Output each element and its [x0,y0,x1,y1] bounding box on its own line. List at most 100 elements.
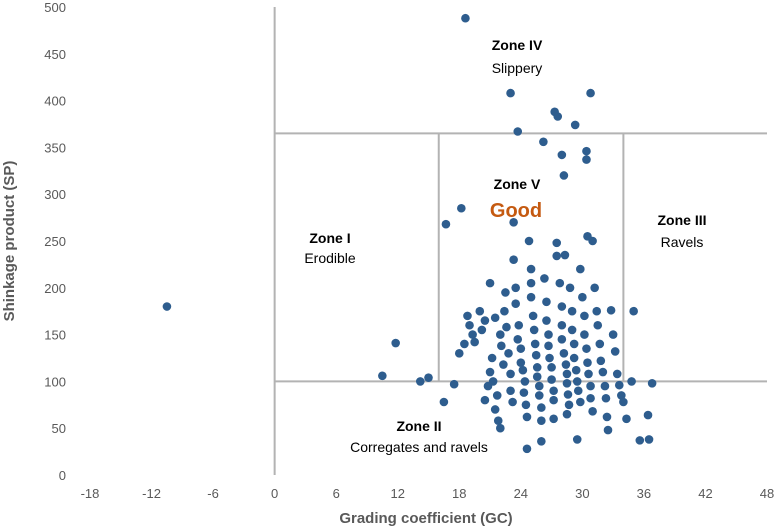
y-tick-label: 100 [44,374,66,389]
data-point [506,369,515,379]
data-point [511,299,520,309]
data-point [497,341,506,351]
data-point [526,292,536,302]
data-point [522,444,532,454]
x-tick-label: 6 [333,486,340,501]
x-tick-label: 48 [760,486,774,501]
x-tick-label: 12 [390,486,404,501]
data-point [487,353,497,363]
data-point [562,378,572,388]
x-axis-title: Grading coefficient (GC) [339,510,512,527]
data-point [542,316,551,325]
data-point [572,377,582,386]
data-point [490,405,500,414]
data-point [468,330,477,339]
data-point [545,353,554,363]
data-point [540,274,549,283]
data-point [572,435,582,444]
y-tick-label: 500 [44,0,66,15]
data-point [524,236,534,246]
data-point [592,306,602,316]
data-point [534,381,544,391]
data-point [542,297,551,307]
data-point [596,356,606,366]
data-point [532,363,542,372]
x-tick-label: 18 [452,486,466,501]
data-point [557,150,567,160]
data-point [565,283,575,293]
data-point [492,391,502,400]
data-point [544,341,553,351]
data-point [514,320,524,330]
data-point [557,334,567,344]
data-point [391,338,400,348]
data-point [496,423,505,433]
data-point [162,302,172,311]
data-point [612,369,622,379]
data-point [465,320,474,330]
data-point [502,322,511,332]
data-point [544,330,553,339]
data-point [601,393,611,403]
data-point [516,358,526,367]
data-point [493,416,503,426]
data-point [552,251,562,261]
data-point [563,390,573,399]
data-point [529,325,539,335]
data-point [582,155,591,164]
y-tick-label: 150 [44,328,66,343]
data-point [441,219,451,229]
data-point [537,416,546,426]
data-point [582,146,591,156]
data-point [562,409,572,419]
data-point [526,264,536,274]
data-point [496,330,505,339]
data-point [485,278,495,288]
zone-iii-title: Zone III [658,212,707,228]
x-tick-label: -18 [81,486,100,501]
zone-v-title: Zone V [494,176,541,192]
data-point [531,350,541,360]
data-point [643,410,653,420]
data-point [576,264,585,274]
data-point [583,358,592,367]
data-point [547,363,556,372]
x-tick-label: 42 [698,486,712,501]
data-point [461,13,470,23]
data-point [580,311,589,321]
y-axis-ticks: 0 50 100 150 200 250 300 350 400 450 500 [44,0,66,483]
data-point [590,283,599,293]
data-point [561,360,571,369]
data-point [480,316,490,325]
zone-ii-subtitle: Corregates and ravels [350,439,488,455]
data-point [509,217,518,227]
data-point [622,414,631,424]
data-point [513,127,523,136]
zone-iii-subtitle: Ravels [661,234,704,250]
data-point [439,397,449,407]
data-point [610,347,620,356]
y-tick-label: 250 [44,234,66,249]
data-point [506,88,515,98]
data-point [470,337,479,347]
data-point [530,339,540,349]
data-point [537,403,546,412]
data-point [549,395,558,405]
data-point [519,388,529,397]
data-point [508,397,517,407]
data-point [499,360,508,369]
data-point [619,397,628,407]
data-points [162,13,657,454]
data-point [475,306,485,316]
data-point [559,171,569,180]
data-point [555,278,565,288]
data-point [567,325,577,335]
data-point [501,288,510,297]
y-tick-label: 0 [59,468,66,483]
y-axis-title: Shinkage product (SP) [1,161,18,322]
data-point [424,373,433,382]
zone-ii-title: Zone II [396,418,441,434]
data-point [617,391,626,400]
data-point [564,400,574,410]
data-point [557,302,567,311]
